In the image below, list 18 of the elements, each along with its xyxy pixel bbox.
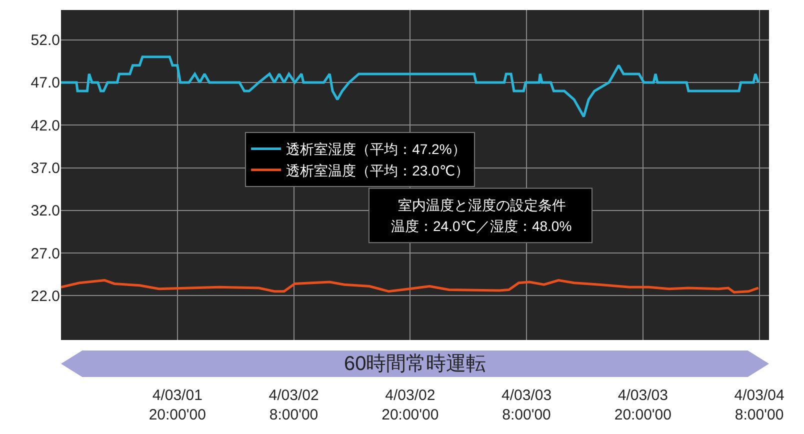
y-tick-label: 42.0 (30, 117, 60, 134)
x-tick-label: 4/03/03 20:00'00 (614, 387, 672, 424)
text: 60時間常時運転 (344, 353, 486, 375)
y-tick-label: 37.0 (30, 160, 60, 177)
x-tick-label: 4/03/04 8:00'00 (734, 387, 784, 424)
x-tick-label: 4/03/01 20:00'00 (148, 387, 206, 424)
y-tick-label: 52.0 (30, 32, 60, 50)
x-tick-label: 4/03/02 20:00'00 (382, 387, 439, 424)
y-tick-label: 27.0 (30, 245, 60, 262)
legend-label: 透析室湿度（平均：47.2%） (286, 141, 466, 158)
x-tick-label: 4/03/03 8:00'00 (502, 387, 552, 424)
y-tick-label: 22.0 (30, 288, 60, 305)
annotation: 温度：24.0℃／湿度：48.0% (391, 218, 572, 234)
y-tick-label: 47.0 (30, 74, 60, 92)
legend-label: 透析室温度（平均：23.0℃） (286, 162, 470, 178)
x-tick-label: 4/03/02 8:00'00 (268, 387, 319, 424)
y-tick-label: 32.0 (30, 202, 60, 220)
annotation: 室内温度と湿度の設定条件 (398, 197, 566, 213)
